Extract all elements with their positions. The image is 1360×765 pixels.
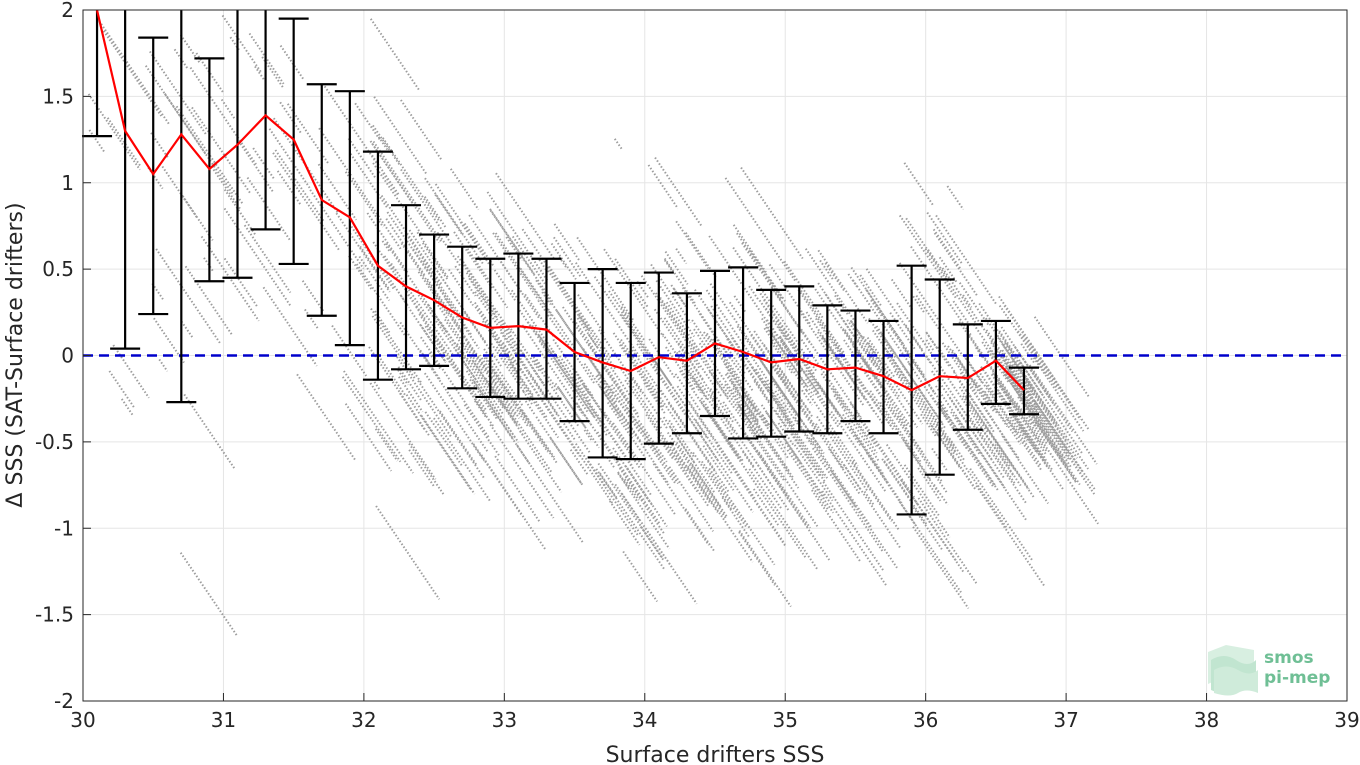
y-axis-label: Δ SSS (SAT-Surface drifters): [3, 202, 28, 507]
logo-text-smos: smos: [1264, 648, 1314, 668]
x-tick-label: 37: [1053, 708, 1078, 732]
x-tick-label: 34: [632, 708, 657, 732]
error-bar: [110, 10, 141, 350]
x-tick-label: 30: [70, 708, 95, 732]
scatter-streaks: [87, 14, 1099, 636]
x-tick-label: 39: [1334, 708, 1359, 732]
y-tick-label: 1: [61, 171, 74, 195]
error-bar: [82, 10, 113, 138]
x-axis-label: Surface drifters SSS: [606, 743, 825, 765]
y-tick-label: 2: [61, 0, 74, 22]
error-bar: [166, 10, 197, 404]
x-tick-label: 32: [351, 708, 376, 732]
logo-text-pi-mep: pi-mep: [1264, 668, 1330, 688]
x-tick-label: 35: [772, 708, 797, 732]
y-tick-label: 1.5: [42, 84, 74, 108]
x-tick-label: 38: [1194, 708, 1219, 732]
error-bars: [82, 10, 1039, 516]
x-tick-label: 36: [913, 708, 938, 732]
x-axis-ticks: 30 31 32 33 34 35 36 37 38 39: [70, 693, 1360, 732]
y-tick-label: -1: [54, 516, 74, 540]
y-tick-label: -1.5: [35, 603, 74, 627]
smos-pi-mep-logo: smos pi-mep: [1208, 645, 1330, 696]
x-tick-label: 31: [211, 708, 236, 732]
grid-lines: [83, 10, 1347, 701]
logo-wave-icon: [1208, 645, 1258, 696]
y-tick-label: 0.5: [42, 257, 74, 281]
x-tick-label: 33: [492, 708, 517, 732]
error-bar: [250, 10, 281, 231]
error-bar: [671, 292, 702, 435]
scatter-points: [87, 14, 1099, 636]
mean-line: [95, 9, 1025, 392]
y-axis-ticks: -2 -1.5 -1 -0.5 0 0.5 1 1.5 2: [35, 0, 91, 713]
y-tick-label: -0.5: [35, 430, 74, 454]
error-bar: [1008, 366, 1039, 416]
error-bar: [840, 309, 871, 423]
y-tick-label: -2: [54, 689, 74, 713]
error-bar: [980, 319, 1011, 405]
y-tick-label: 0: [61, 344, 74, 368]
